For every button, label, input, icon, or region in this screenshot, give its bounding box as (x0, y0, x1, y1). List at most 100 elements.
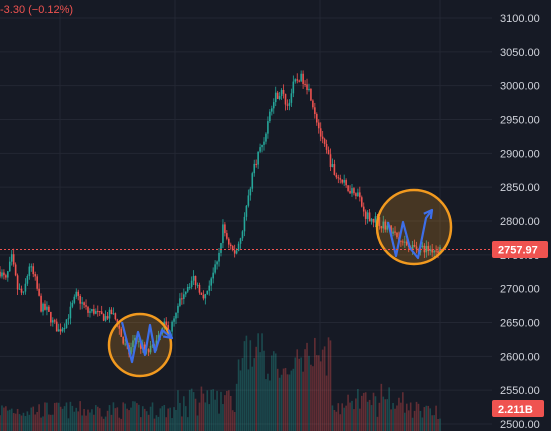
volume-bar (306, 342, 308, 431)
candle-body (413, 244, 416, 247)
candle-body (319, 128, 322, 137)
volume-bar (120, 418, 123, 431)
volume-bar (69, 401, 72, 431)
candle-body (228, 238, 230, 245)
candle-body (425, 245, 428, 253)
candle-body (327, 149, 330, 155)
volume-bar (118, 417, 121, 431)
candle-body (44, 303, 46, 310)
volume-bar (83, 408, 85, 431)
candle-body (405, 241, 408, 246)
y-tick-label: 2700.00 (500, 284, 540, 296)
volume-bar (278, 377, 281, 431)
volume-bar (224, 395, 226, 431)
volume-bar (392, 402, 394, 431)
volume-bar (439, 418, 441, 431)
volume-bar (208, 404, 211, 431)
candle-body (437, 250, 439, 254)
candle-body (343, 180, 345, 183)
volume-bar (351, 400, 353, 431)
candle-body (108, 309, 111, 319)
volume-bar (304, 349, 306, 431)
candle-body (292, 81, 295, 94)
y-tick-label: 2900.00 (500, 148, 540, 160)
candle-body (314, 107, 316, 115)
volume-bar (218, 413, 220, 431)
volume-bar (431, 415, 433, 431)
y-tick-label: 2950.00 (500, 115, 540, 127)
candle-body (247, 195, 250, 206)
change-text: -3.30 (−0.12%) (0, 4, 73, 16)
y-tick-label: 3000.00 (500, 81, 540, 93)
volume-bar (380, 383, 383, 431)
candle-body (392, 231, 394, 234)
candle-body (386, 225, 388, 230)
volume-bar (288, 374, 291, 431)
volume-bar (46, 402, 48, 431)
volume-bar (186, 417, 189, 431)
volume-bar (214, 399, 216, 431)
volume-bar (16, 408, 19, 431)
volume-bar (296, 349, 299, 431)
volume-bar (77, 411, 80, 431)
volume-bar (28, 414, 31, 431)
candle-body (24, 283, 27, 292)
volume-bar (243, 341, 246, 431)
candle-body (89, 311, 91, 313)
candle-body (390, 225, 392, 234)
candle-body (206, 290, 209, 294)
candle-body (272, 102, 275, 109)
volume-bar (181, 416, 183, 431)
candle-body (269, 111, 271, 122)
volume-bar (204, 402, 207, 431)
candle-body (147, 349, 150, 353)
volume-bar (390, 409, 392, 431)
candle-body (316, 114, 318, 123)
candle-body (353, 188, 355, 194)
volume-bar (339, 414, 342, 431)
volume-bar (321, 349, 324, 431)
volume-bar (308, 355, 310, 431)
candle-body (149, 346, 152, 353)
candle-body (396, 232, 398, 238)
volume-bar (314, 337, 316, 431)
candle-body (10, 254, 13, 262)
candle-body (290, 93, 293, 103)
volume-bar (327, 337, 330, 431)
volume-bar (149, 406, 152, 431)
candle-body (271, 108, 273, 112)
volume-bar (259, 352, 261, 431)
candle-body (368, 212, 371, 222)
volume-bar (55, 402, 58, 431)
candle-body (55, 321, 58, 332)
volume-bar (362, 392, 365, 431)
volume-bar (3, 407, 5, 431)
candle-body (14, 264, 17, 276)
volume-bar (91, 409, 93, 431)
volume-bar (194, 398, 197, 431)
y-tick-label: 3100.00 (500, 13, 540, 25)
volume-bar (106, 410, 109, 431)
volume-bar (233, 411, 236, 431)
volume-bar (130, 407, 132, 431)
volume-bar (337, 403, 340, 431)
candle-body (28, 266, 31, 277)
candle-body (38, 288, 40, 296)
candle-body (243, 216, 246, 232)
volume-bar (36, 411, 38, 431)
candle-body (384, 221, 387, 230)
candle-body (184, 291, 187, 295)
candle-body (100, 311, 103, 315)
candle-body (355, 193, 357, 197)
volume-bar (112, 402, 115, 431)
candle-body (18, 288, 21, 290)
volume-bar (26, 411, 29, 431)
volume-bar (261, 333, 263, 431)
volume-bar (400, 402, 402, 431)
volume-bar (404, 412, 406, 431)
candle-body (282, 89, 285, 94)
candle-body (284, 93, 287, 105)
candle-body (65, 319, 68, 329)
volume-bar (116, 407, 119, 431)
